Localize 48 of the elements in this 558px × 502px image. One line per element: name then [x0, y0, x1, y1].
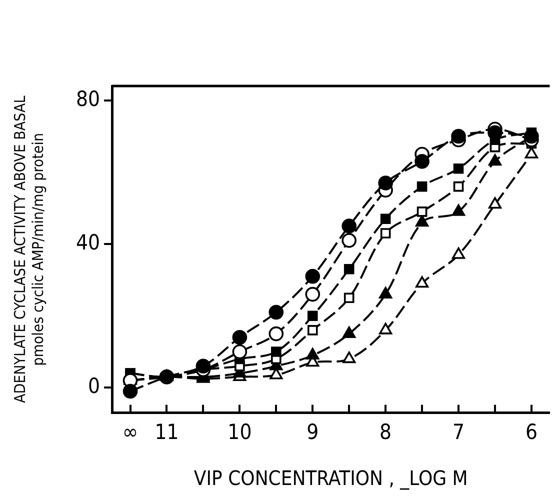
point	[416, 206, 428, 217]
point	[488, 197, 502, 209]
y-tick-label: 80	[76, 86, 100, 111]
point	[344, 292, 354, 304]
point	[452, 204, 466, 216]
point	[307, 325, 318, 336]
point	[271, 346, 282, 357]
x-axis-title: VIP CONCENTRATION , _LOG M	[194, 466, 468, 490]
point	[452, 247, 466, 259]
point	[416, 215, 429, 227]
point	[305, 268, 320, 284]
x-tick-label: 9	[306, 420, 319, 444]
x-tick-label: 11	[154, 420, 179, 444]
point	[344, 264, 354, 274]
point	[416, 181, 428, 192]
point	[268, 304, 284, 320]
point	[380, 228, 391, 238]
point	[451, 128, 466, 144]
point	[414, 154, 430, 169]
point	[416, 276, 429, 288]
point	[268, 326, 284, 342]
y-axis-title: ADENYLATE CYCLASE ACTIVITY ABOVE BASAL pmoles cyclic AMP/min/mg protein	[10, 95, 47, 403]
x-tick-label: 8	[380, 420, 392, 444]
point	[342, 218, 357, 234]
point	[378, 176, 393, 190]
point	[232, 344, 248, 360]
x-tick-label: 10	[228, 420, 252, 444]
y-tick-label: 0	[88, 374, 100, 398]
point	[380, 214, 391, 224]
point	[379, 286, 392, 298]
y-tick-label: 40	[76, 230, 100, 254]
x-tick-label: 6	[525, 420, 538, 444]
point	[307, 310, 318, 321]
point	[488, 154, 502, 166]
point	[306, 348, 320, 360]
point	[342, 233, 357, 248]
point	[342, 352, 356, 364]
point	[122, 384, 138, 399]
x-tick-label: 7	[452, 420, 465, 444]
point	[524, 128, 539, 144]
point	[453, 181, 464, 192]
point	[453, 163, 464, 174]
point	[232, 330, 248, 345]
point	[379, 322, 392, 334]
point	[196, 358, 211, 374]
x-tick-label: ∞	[122, 420, 138, 444]
point	[305, 286, 320, 302]
point	[342, 326, 356, 338]
